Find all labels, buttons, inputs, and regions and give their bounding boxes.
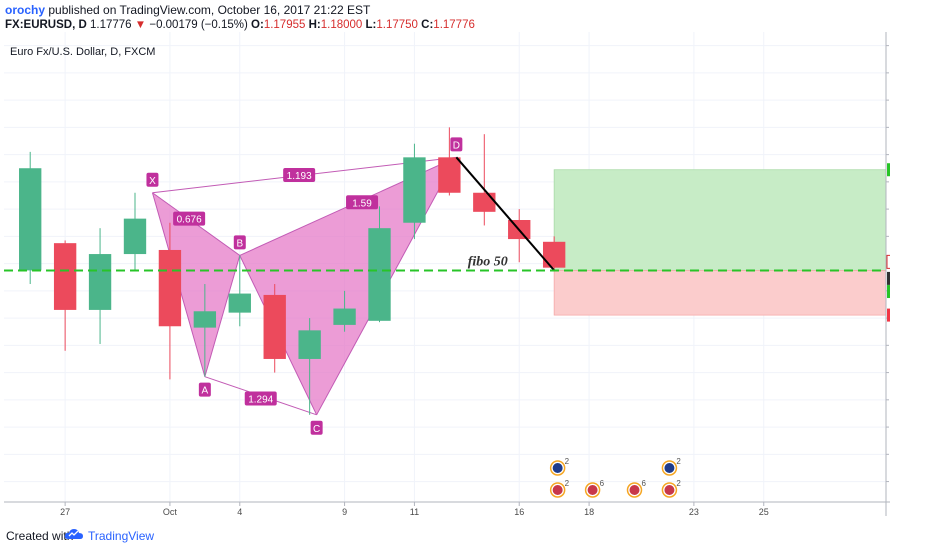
- pattern-point-bg-d: [450, 137, 463, 152]
- close-label: C:: [421, 19, 434, 31]
- time-tick-label-2: 4: [237, 507, 242, 516]
- price-badge-bg-entry: [887, 285, 890, 299]
- event-flag-fill-2: [587, 485, 598, 495]
- low-value: 1.17750: [376, 19, 418, 31]
- candle-body-8: [298, 330, 321, 359]
- pattern-point-bg-x: [146, 172, 159, 187]
- candle-body-3: [123, 218, 147, 255]
- pattern-point-x: X: [149, 176, 156, 187]
- ratio-label-2: 1.59: [352, 198, 372, 209]
- trend-line: [455, 156, 555, 272]
- tradingview-cloud-icon[interactable]: [64, 527, 84, 541]
- pattern-point-bg-a: [198, 382, 211, 397]
- candle-body-0: [19, 168, 42, 271]
- ratio-label-bg-0: [173, 211, 206, 226]
- pattern-point-b: B: [236, 238, 243, 249]
- time-tick-label-0: 27: [60, 507, 70, 516]
- open-label: O:: [251, 19, 264, 31]
- high-value: 1.18000: [320, 19, 363, 31]
- time-tick-label-5: 16: [514, 507, 524, 516]
- event-count-2: 6: [600, 479, 605, 488]
- chart-title: Euro Fx/U.S. Dollar, D, FXCM: [10, 46, 155, 58]
- open-value: 1.17955: [263, 19, 306, 31]
- event-count-5: 2: [676, 479, 681, 488]
- event-flag-fill-1: [552, 485, 563, 495]
- price-badge-bg-low: [887, 271, 890, 285]
- pattern-point-bg-b: [233, 235, 246, 250]
- publish-text: published on TradingView.com, October 16…: [45, 3, 371, 17]
- event-count-4: 2: [676, 457, 681, 466]
- low-label: L:: [365, 19, 377, 31]
- fibo-label: fibo 50: [468, 255, 508, 270]
- candle-body-4: [158, 249, 182, 327]
- event-flag-fill-0: [552, 463, 563, 473]
- time-tick-label-3: 9: [342, 507, 347, 516]
- price-badge-bg-last: [886, 254, 890, 269]
- price-badge-bg-target: [887, 163, 890, 177]
- ratio-label-3: 1.294: [248, 394, 273, 405]
- pattern-point-c: C: [313, 424, 320, 435]
- candle-body-6: [228, 293, 251, 313]
- event-flag-fill-3: [629, 485, 640, 495]
- event-count-3: 6: [641, 479, 646, 488]
- ratio-label-bg-1: [283, 168, 316, 183]
- profit-zone: [553, 169, 887, 271]
- time-tick-label-8: 25: [759, 507, 769, 516]
- candle-body-13: [473, 192, 496, 212]
- candle-body-10: [368, 228, 391, 321]
- loss-zone: [553, 270, 887, 316]
- event-count-0: 2: [565, 457, 570, 466]
- event-count-1: 2: [565, 479, 570, 488]
- tradingview-brand[interactable]: TradingView: [88, 529, 155, 543]
- symbol-label: FX:EURUSD, D: [5, 19, 87, 31]
- ratio-label-bg-2: [346, 195, 379, 210]
- time-tick-label-4: 11: [410, 507, 419, 516]
- candle-body-7: [263, 294, 286, 359]
- event-flag-fill-5: [664, 485, 675, 495]
- chart-area[interactable]: fibo 50 X A B C D 0.676 1.193 1.59 1.294 2 2 6 6 2 2 Eur…: [4, 32, 890, 516]
- candle-body-15: [542, 241, 566, 268]
- pattern-bcd-triangle: [239, 157, 457, 415]
- price-chart[interactable]: fibo 50 X A B C D 0.676 1.193 1.59 1.294 2 2 6 6 2 2 Eur…: [4, 32, 890, 516]
- last-price: 1.17776: [89, 19, 132, 31]
- footer: Created with TradingView: [0, 520, 932, 550]
- candle-body-11: [403, 157, 426, 223]
- event-flag-fill-4: [664, 463, 675, 473]
- ohlc-line: FX:EURUSD, D 1.17776 ▼ −0.00179 (−0.15%)…: [5, 19, 475, 31]
- pattern-point-a: A: [202, 386, 209, 397]
- candle-body-1: [53, 243, 77, 310]
- down-arrow-icon: ▼: [134, 19, 147, 31]
- publish-info: orochy published on TradingView.com, Oct…: [5, 3, 370, 17]
- chart-header: orochy published on TradingView.com, Oct…: [0, 0, 932, 32]
- created-with-text: Created with: [6, 529, 74, 543]
- candle-body-12: [438, 157, 461, 193]
- close-value: 1.17776: [433, 19, 475, 31]
- price-change: −0.00179 (−0.15%): [149, 19, 248, 31]
- ratio-label-bg-3: [244, 391, 277, 406]
- price-badge-bg-stop: [887, 308, 890, 322]
- time-tick-label-7: 23: [689, 507, 699, 516]
- pattern-point-bg-c: [310, 420, 323, 435]
- candle-body-5: [193, 311, 217, 328]
- author-link[interactable]: orochy: [5, 3, 46, 17]
- ratio-label-0: 0.676: [177, 215, 202, 226]
- high-label: H:: [308, 19, 321, 31]
- time-tick-label-6: 18: [584, 507, 594, 516]
- ratio-label-1: 1.193: [287, 171, 312, 182]
- time-tick-label-1: Oct: [163, 507, 178, 516]
- pattern-point-d: D: [453, 140, 460, 151]
- pattern-leg-1: [204, 255, 241, 377]
- candle-body-9: [333, 308, 356, 325]
- candle-body-2: [88, 254, 112, 310]
